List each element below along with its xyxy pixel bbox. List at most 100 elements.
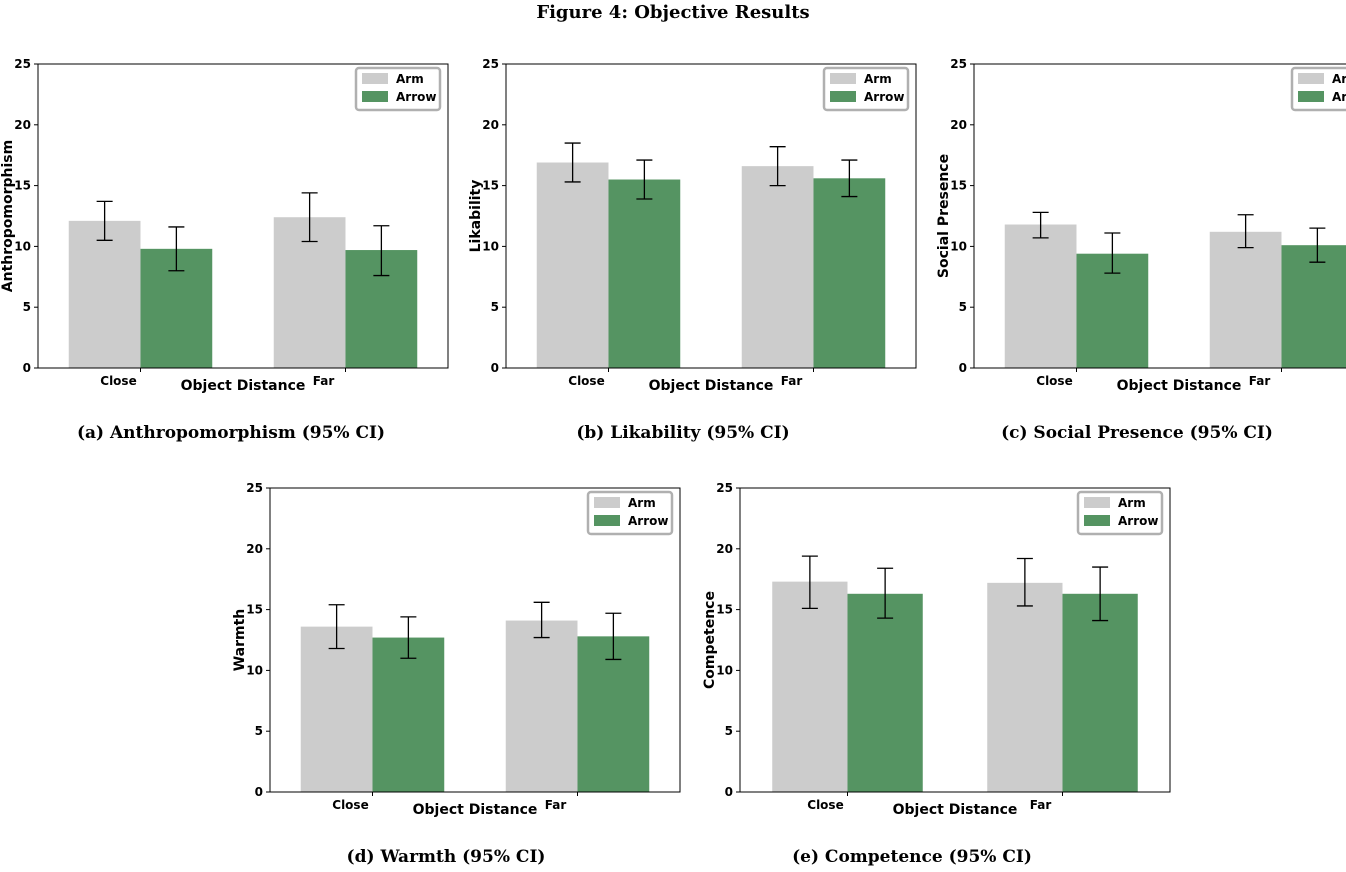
bar-arm-close [772,581,848,792]
chart-warmth: 0 5 10 15 20 25 Close Far Object Distance Warmth A… [232,480,684,832]
y-tick-label: 15 [950,179,967,193]
bar-arrow-close [847,593,923,792]
plot-frame [739,487,1171,793]
bar-arrow-far [1062,593,1138,792]
bar-arm-far [505,620,578,792]
y-axis-label: Anthropomorphism [0,140,16,292]
y-tick-label: 20 [14,118,31,132]
legend-swatch-arm [362,73,388,84]
legend-swatch-arrow [830,91,856,102]
plot-frame [37,63,449,369]
y-tick-label: 10 [716,663,733,677]
bar-arm-close [300,626,373,792]
bar-arrow-close [372,637,445,792]
legend-label-arrow: Arrow [864,90,904,104]
bar-arrow-far [1281,245,1346,368]
y-tick-label: 25 [950,57,967,71]
x-tick-label-far: Far [781,374,803,388]
x-tick-label-close: Close [1036,374,1072,388]
bar-arm-far [273,217,346,368]
y-tick-label: 20 [716,542,733,556]
x-tick-label-close: Close [807,798,843,812]
y-axis-label: Competence [702,591,718,689]
y-tick-label: 15 [14,179,31,193]
y-tick-label: 15 [482,179,499,193]
chart-anthropomorphism: 0 5 10 15 20 25 Close Far Object Distance Anthrop… [0,56,452,408]
plot-frame [505,63,917,369]
legend-swatch-arrow [1084,515,1110,526]
chart-likability: 0 5 10 15 20 25 Close Far Object Distance Likabil… [468,56,920,408]
legend-label-arm: Arm [396,72,424,86]
x-tick-label-far: Far [313,374,335,388]
chart-competence: 0 5 10 15 20 25 Close Far Object Distance Compete… [702,480,1174,832]
legend-label-arrow: Arrow [1332,90,1346,104]
plot-frame [973,63,1346,369]
y-axis-label: Social Presence [936,154,952,278]
legend-swatch-arm [830,73,856,84]
x-tick-label-far: Far [1249,374,1271,388]
y-tick-label: 10 [14,239,31,253]
legend-swatch-arrow [362,91,388,102]
caption-anthropomorphism: (a) Anthropomorphism (95% CI) [76,423,386,443]
y-tick-label: 25 [716,481,733,495]
chart-social-presence: 0 5 10 15 20 25 Close Far Object Distance Social … [936,56,1346,408]
legend-label-arrow: Arrow [396,90,436,104]
legend-swatch-arrow [594,515,620,526]
y-tick-label: 0 [491,361,499,375]
y-tick-label: 0 [255,785,263,799]
y-tick-label: 25 [246,481,263,495]
y-axis-label: Warmth [232,609,248,672]
chart-svg: 0 5 10 15 20 25 Close Far Object Distance Social … [936,57,1346,394]
legend: Arm Arrow [1076,490,1164,536]
bar-arm-far [987,582,1063,792]
y-tick-label: 15 [716,603,733,617]
x-axis-label: Object Distance [181,378,306,394]
legend-swatch-arm [1084,497,1110,508]
bar-arm-far [741,166,814,368]
y-axis-label: Likability [468,180,484,253]
legend: Arm Arrow [586,490,674,536]
y-tick-label: 0 [959,361,967,375]
y-tick-label: 20 [482,118,499,132]
y-tick-label: 0 [725,785,733,799]
y-tick-label: 5 [959,300,967,314]
chart-svg: 0 5 10 15 20 25 Close Far Object Distance Compete… [702,481,1171,818]
x-axis-label: Object Distance [649,378,774,394]
caption-social-presence: (c) Social Presence (95% CI) [1001,423,1273,443]
x-tick-label-close: Close [568,374,604,388]
bar-arrow-far [577,636,650,792]
x-axis-label: Object Distance [893,802,1018,818]
legend-swatch-arm [1298,73,1324,84]
y-tick-label: 5 [491,300,499,314]
legend: Arm Arrow [822,66,910,112]
x-tick-label-far: Far [1030,798,1052,812]
y-tick-label: 20 [950,118,967,132]
legend-label-arm: Arm [864,72,892,86]
x-tick-label-close: Close [332,798,368,812]
legend-label-arm: Arm [1332,72,1346,86]
chart-svg: 0 5 10 15 20 25 Close Far Object Distance Likabil… [468,57,917,394]
chart-svg: 0 5 10 15 20 25 Close Far Object Distance Warmth A… [232,481,681,818]
y-tick-label: 25 [14,57,31,71]
legend-label-arm: Arm [1118,496,1146,510]
bar-arm-close [536,162,609,368]
y-tick-label: 5 [23,300,31,314]
y-tick-label: 10 [246,663,263,677]
y-tick-label: 0 [23,361,31,375]
caption-warmth: (d) Warmth (95% CI) [346,847,546,867]
caption-likability: (b) Likability (95% CI) [576,423,790,443]
x-tick-label-close: Close [100,374,136,388]
figure-title: Figure 4: Objective Results [536,2,810,23]
legend: Arm Arrow [354,66,442,112]
y-tick-label: 20 [246,542,263,556]
x-tick-label-far: Far [545,798,567,812]
y-tick-label: 5 [725,724,733,738]
y-tick-label: 25 [482,57,499,71]
legend-label-arm: Arm [628,496,656,510]
legend-swatch-arrow [1298,91,1324,102]
y-tick-label: 10 [950,239,967,253]
legend-label-arrow: Arrow [1118,514,1158,528]
x-axis-label: Object Distance [413,802,538,818]
plot-frame [269,487,681,793]
legend-label-arrow: Arrow [628,514,668,528]
